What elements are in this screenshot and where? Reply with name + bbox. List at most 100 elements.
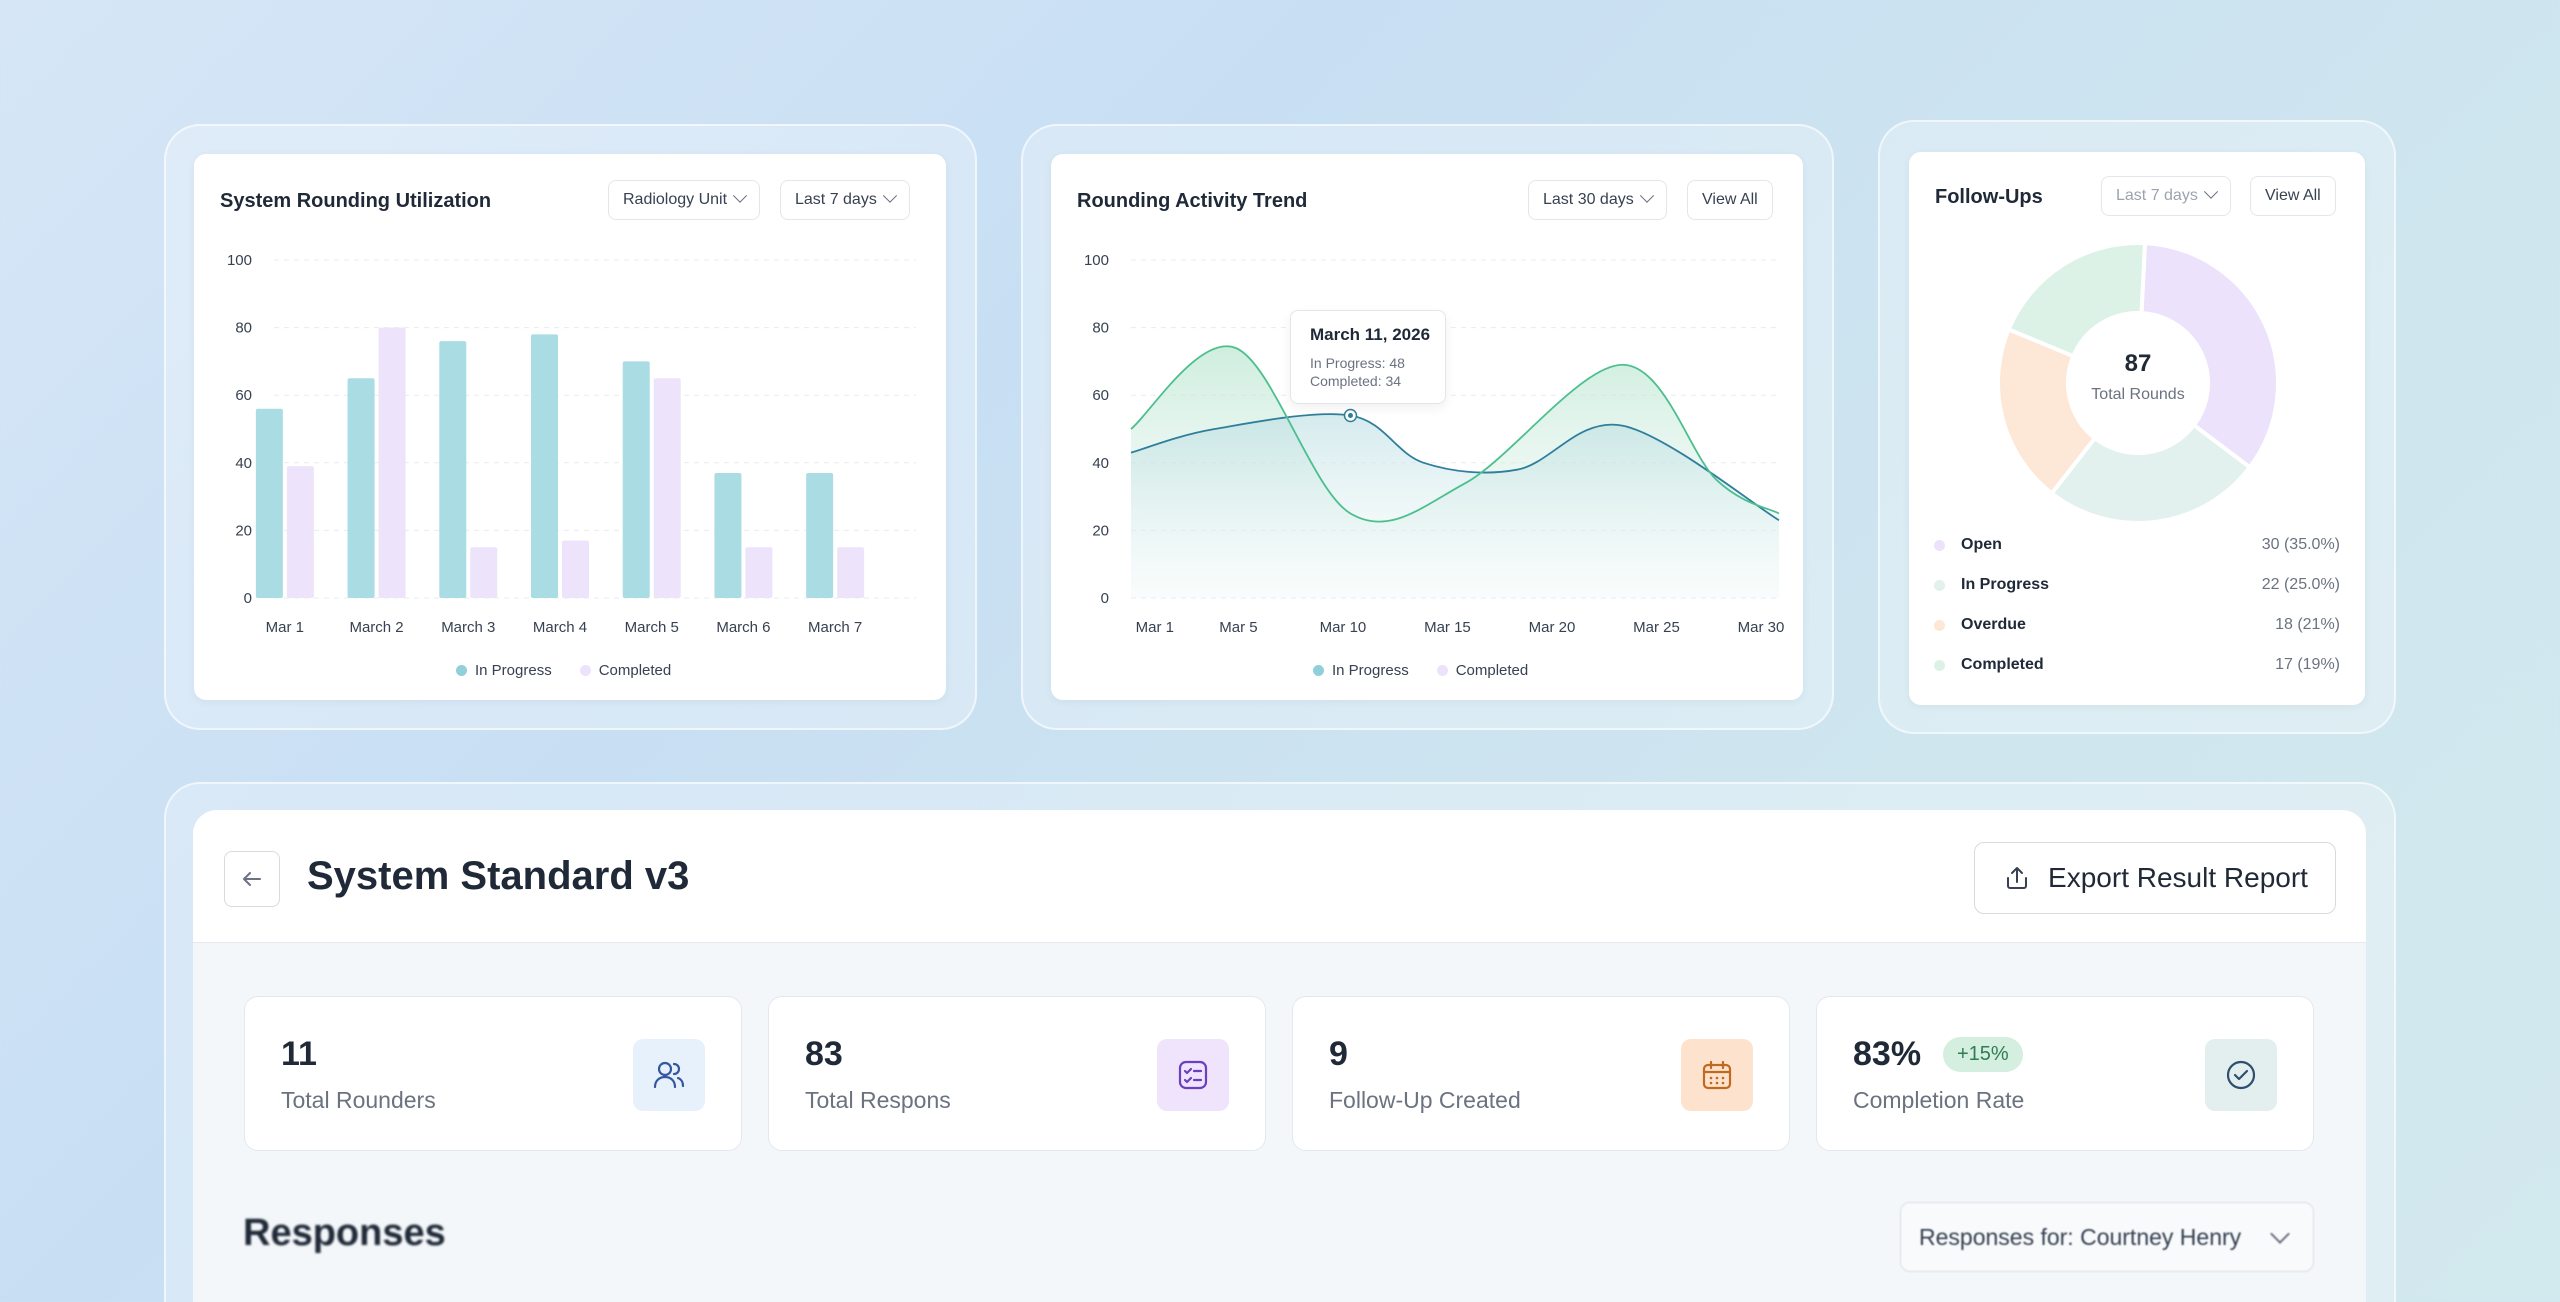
unit-filter-select[interactable]: Radiology Unit — [608, 180, 761, 220]
followups-range-label: Last 7 days — [2116, 187, 2198, 204]
responses-user-select[interactable]: Responses for: Courtney Henry — [1900, 1202, 2314, 1272]
bar-completed — [745, 547, 773, 598]
arrow-left-icon — [243, 872, 261, 886]
followups-range-select[interactable]: Last 7 days — [2101, 176, 2231, 216]
export-report-button[interactable]: Export Result Report — [1974, 842, 2336, 914]
legend-item-completed: Completed — [1436, 662, 1529, 679]
export-report-label: Export Result Report — [2048, 862, 2308, 893]
legend-swatch — [1934, 539, 1945, 551]
back-button[interactable] — [224, 851, 280, 907]
trend-view-all-button[interactable]: View All — [1687, 180, 1773, 220]
followup-value: 18 (21%) — [2275, 616, 2340, 633]
y-tick-label: 40 — [235, 455, 252, 472]
legend-swatch — [1934, 659, 1945, 671]
bar-in-progress — [439, 341, 467, 598]
bar-completed — [653, 378, 681, 598]
stat-value: 83 — [805, 1035, 843, 1073]
followup-row-in-progress[interactable]: In Progress 22 (25.0%) — [1934, 573, 2340, 597]
stat-label: Follow-Up Created — [1329, 1087, 1521, 1113]
calendar-icon — [1681, 1039, 1753, 1111]
y-tick-label: 40 — [1092, 455, 1109, 472]
x-tick-label: Mar 25 — [1633, 619, 1680, 636]
tooltip-completed: Completed: 34 — [1310, 373, 1402, 389]
legend-label: In Progress — [1332, 662, 1409, 679]
followups-view-all-button[interactable]: View All — [2250, 176, 2336, 216]
completion-change-badge: +15% — [1943, 1037, 2023, 1072]
legend-swatch — [1934, 619, 1945, 631]
followup-row-overdue[interactable]: Overdue 18 (21%) — [1934, 613, 2340, 637]
x-tick-label: March 7 — [808, 619, 862, 636]
utilization-bar-chart: 0 20 40 60 80 100 Mar 1 March 2 March 3 March 4 Ma… — [227, 252, 916, 636]
utilization-title: System Rounding Utilization — [220, 190, 492, 212]
y-tick-label: 20 — [1092, 522, 1109, 539]
bar-in-progress — [806, 472, 834, 598]
stat-card-rounders: 11 Total Rounders — [244, 996, 742, 1151]
trend-range-label: Last 30 days — [1543, 191, 1634, 208]
stat-label: Total Respons — [805, 1087, 951, 1113]
users-icon — [633, 1039, 705, 1111]
bar-completed — [378, 327, 406, 598]
checklist-icon — [1157, 1039, 1229, 1111]
x-tick-label: Mar 5 — [1219, 619, 1257, 636]
chevron-down-icon — [2270, 1224, 2290, 1244]
followup-row-completed[interactable]: Completed 17 (19%) — [1934, 653, 2340, 677]
legend-label: In Progress — [475, 662, 552, 679]
legend-label: Completed — [1455, 662, 1529, 679]
responses-user-label: Responses for: Courtney Henry — [1919, 1223, 2242, 1250]
x-tick-label: Mar 15 — [1424, 619, 1471, 636]
bar-in-progress — [347, 378, 375, 598]
legend-swatch — [1934, 579, 1945, 591]
followup-row-open[interactable]: Open 30 (35.0%) — [1934, 533, 2340, 557]
legend-item-completed: Completed — [579, 662, 672, 679]
stat-value: 11 — [281, 1035, 317, 1073]
trend-view-all-label: View All — [1702, 191, 1758, 208]
followup-label: Overdue — [1961, 616, 2026, 633]
x-tick-label: Mar 30 — [1738, 619, 1785, 636]
utilization-range-select[interactable]: Last 7 days — [780, 180, 910, 220]
responses-title: Responses — [243, 1212, 446, 1254]
tooltip-in-progress: In Progress: 48 — [1310, 355, 1405, 371]
stat-value: 9 — [1329, 1035, 1348, 1073]
bar-completed — [286, 466, 314, 598]
hover-point-center — [1347, 412, 1353, 418]
x-tick-label: March 6 — [716, 619, 770, 636]
y-tick-label: 60 — [235, 387, 252, 404]
trend-range-select[interactable]: Last 30 days — [1528, 180, 1667, 220]
chevron-down-icon — [1639, 188, 1654, 203]
utilization-card — [194, 154, 946, 700]
bar-in-progress — [255, 408, 283, 598]
y-tick-label: 100 — [1084, 252, 1109, 269]
x-tick-label: Mar 1 — [266, 619, 304, 636]
stat-value: 83% — [1853, 1035, 1922, 1073]
trend-tooltip: March 11, 2026 In Progress: 48 Completed… — [1290, 310, 1446, 404]
x-tick-label: March 3 — [441, 619, 495, 636]
check-circle-icon — [2205, 1039, 2277, 1111]
followup-label: In Progress — [1961, 576, 2050, 593]
trend-title: Rounding Activity Trend — [1077, 190, 1308, 212]
bar-in-progress — [622, 361, 650, 598]
upload-icon — [2007, 867, 2028, 889]
stat-label: Completion Rate — [1853, 1087, 2025, 1113]
legend-label: Completed — [598, 662, 672, 679]
legend-swatch — [1313, 665, 1324, 676]
donut-total-label: Total Rounds — [2091, 386, 2185, 403]
bar-completed — [837, 547, 865, 598]
detail-card: System Standard v3 Export Result Report … — [193, 810, 2366, 1302]
page-title: System Standard v3 — [307, 854, 690, 898]
tooltip-date: March 11, 2026 — [1310, 325, 1431, 344]
donut-hole — [2068, 313, 2208, 453]
x-tick-label: Mar 1 — [1136, 619, 1174, 636]
area-in-progress — [1131, 414, 1779, 598]
trend-legend: In Progress Completed — [1313, 662, 1528, 679]
detail-header: System Standard v3 Export Result Report — [193, 810, 2366, 943]
line-in-progress — [1130, 413, 1780, 522]
y-tick-label: 80 — [235, 320, 252, 337]
x-tick-label: Mar 20 — [1529, 619, 1576, 636]
chevron-down-icon — [882, 188, 897, 203]
followups-donut-chart — [1996, 241, 2280, 525]
chevron-down-icon — [2203, 184, 2218, 199]
y-tick-label: 0 — [244, 590, 252, 607]
bar-completed — [562, 540, 589, 598]
stat-card-responses: 83 Total Respons — [768, 996, 1266, 1151]
stat-card-followups: 9 Follow-Up Created — [1292, 996, 1790, 1151]
